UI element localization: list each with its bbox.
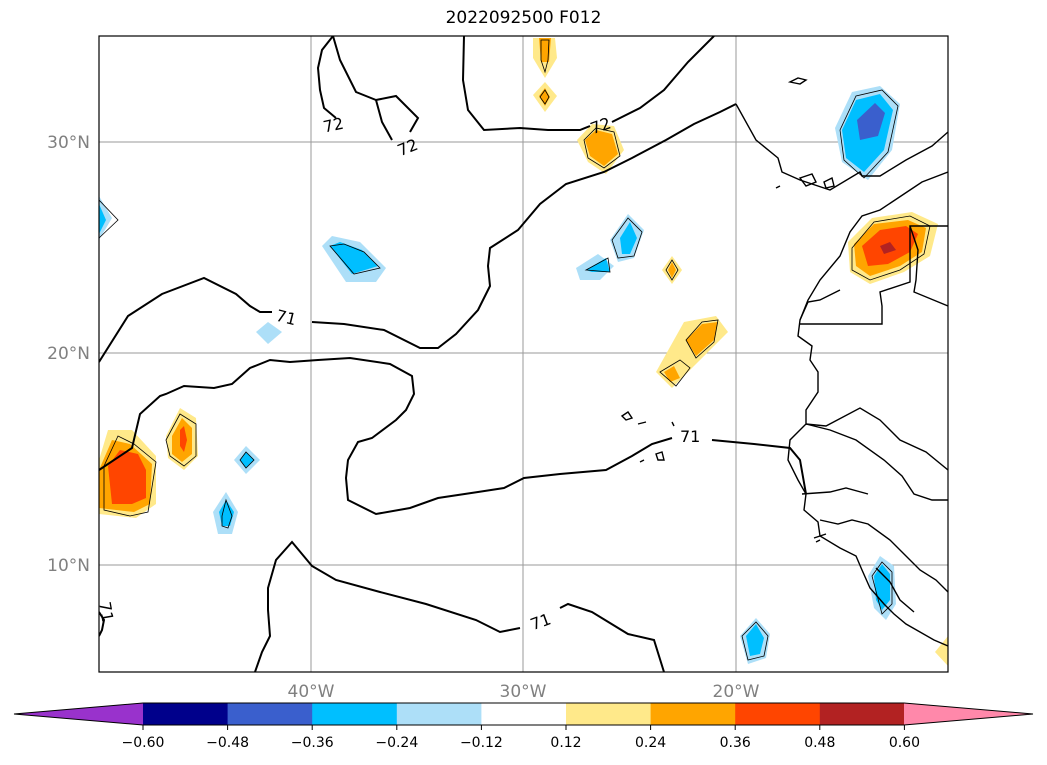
lat-label-30n: 30°N	[47, 133, 90, 153]
colorbar-tick-label: 0.48	[804, 735, 835, 751]
colorbar-tick-label: −0.36	[291, 735, 334, 751]
lat-label-20n: 20°N	[47, 344, 90, 364]
colorbar-tick-label: −0.60	[122, 735, 165, 751]
coastlines	[620, 77, 948, 647]
colorbar: −0.60 −0.48 −0.36 −0.24 −0.12 0.12 0.24 0.36 0.4…	[13, 702, 1034, 751]
colorbar-over-arrow	[904, 703, 1033, 725]
colorbar-bin	[819, 703, 905, 725]
colorbar-tick-label: 0.24	[635, 735, 666, 751]
colorbar-tick-label: 0.60	[889, 735, 920, 751]
anomaly-outlines	[99, 39, 931, 661]
anomaly-shading	[99, 38, 948, 666]
colorbar-bin	[227, 703, 313, 725]
colorbar-tick-label: −0.12	[460, 735, 503, 751]
lon-label-40w: 40°W	[288, 682, 335, 702]
colorbar-bin	[312, 703, 398, 725]
contour-label: 71	[528, 609, 554, 634]
colorbar-ticks: −0.60 −0.48 −0.36 −0.24 −0.12 0.12 0.24 0.36 0.4…	[122, 725, 920, 751]
contour-label: 71	[680, 427, 700, 446]
colorbar-bin	[143, 703, 229, 725]
map-plot-area: 72 72 72 71 71 71 71	[95, 36, 948, 672]
map-title: 2022092500 F012	[445, 8, 602, 28]
colorbar-bin	[566, 703, 652, 725]
colorbar-tick-label: −0.48	[206, 735, 249, 751]
contour-label: 71	[274, 306, 298, 329]
gridlines	[99, 36, 948, 672]
colorbar-bin	[735, 703, 821, 725]
contour-labels: 72 72 72 71 71 71 71	[95, 113, 700, 634]
contour-label: 72	[321, 114, 345, 137]
contour-label: 71	[95, 600, 117, 623]
lon-label-20w: 20°W	[713, 682, 760, 702]
contour-lines	[99, 36, 807, 672]
colorbar-tick-label: −0.24	[375, 735, 418, 751]
lat-label-10n: 10°N	[47, 556, 90, 576]
colorbar-under-arrow	[14, 703, 143, 725]
colorbar-bins	[143, 703, 905, 725]
colorbar-tick-label: 0.36	[720, 735, 751, 751]
map-frame	[98, 35, 949, 673]
colorbar-tick-label: 0.12	[550, 735, 581, 751]
contour-label: 72	[395, 135, 421, 160]
colorbar-bin	[481, 703, 567, 725]
colorbar-bin	[650, 703, 736, 725]
colorbar-bin	[396, 703, 482, 725]
lon-label-30w: 30°W	[500, 682, 547, 702]
